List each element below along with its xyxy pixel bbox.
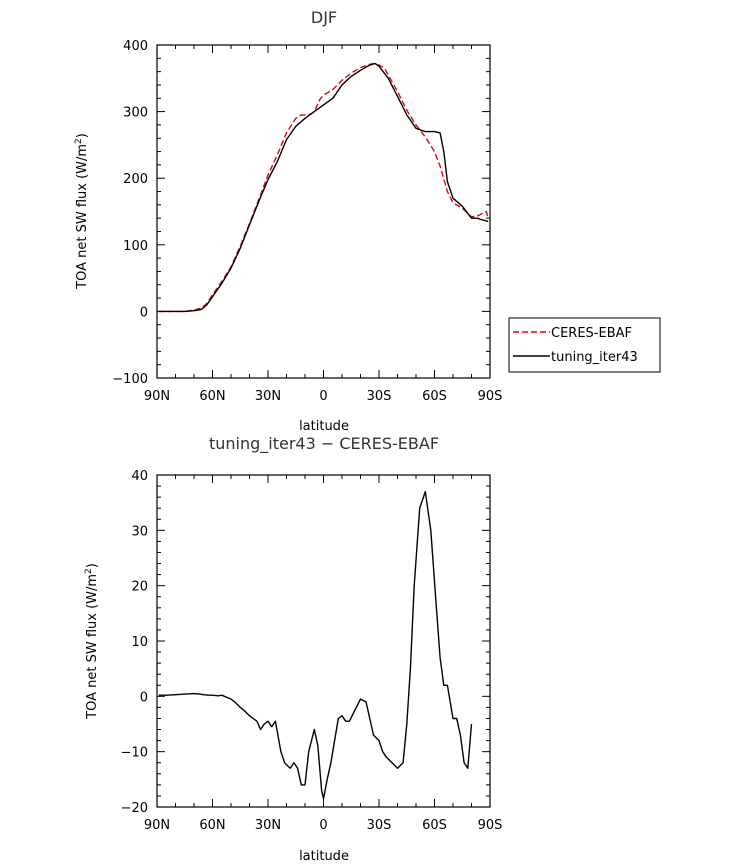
series-line-tuning-iter43-ceres-ebaf-diff [158, 490, 473, 800]
y-tick-label-diff-0: −20 [121, 801, 148, 816]
y-tick-label-diff-4: 20 [131, 580, 148, 595]
legend-box [508, 317, 661, 373]
series-line-ceres-ebaf-djf [158, 62, 489, 313]
y-tick-label-djf-0: −100 [112, 372, 148, 387]
chart-title-difference: tuning_iter43 − CERES-EBAF [209, 434, 439, 454]
legend: CERES-EBAF tuning_iter43 [508, 317, 661, 373]
x-tick-label-diff-90s: 90S [478, 818, 503, 833]
legend-label-tuning-iter43: tuning_iter43 [551, 350, 638, 365]
x-tick-label-diff-30s: 30S [367, 818, 392, 833]
y-tick-label-djf-2: 100 [123, 239, 148, 254]
series-lines-djf [158, 62, 489, 313]
y-tick-label-diff-3: 10 [131, 635, 148, 650]
chart-title-djf: DJF [311, 8, 337, 27]
x-tick-label-djf-60s: 60S [422, 389, 447, 404]
y-tick-label-diff-1: −10 [121, 746, 148, 761]
y-tick-label-diff-6: 40 [131, 469, 148, 484]
series-lines-difference [158, 490, 473, 800]
y-tick-label-djf-4: 300 [123, 106, 148, 121]
x-tick-label-djf-30s: 30S [367, 389, 392, 404]
x-tick-label-djf-90s: 90S [478, 389, 503, 404]
legend-label-ceres-ebaf: CERES-EBAF [551, 326, 632, 341]
x-tick-label-djf-0: 0 [319, 389, 327, 404]
y-tick-label-diff-5: 30 [131, 524, 148, 539]
y-tick-label-djf-1: 0 [140, 305, 148, 320]
axis-ticks-djf: 90N 60N 30N 0 30S 60S 90S −100 0 100 200 300 400 [112, 39, 502, 404]
plot-frame-djf [156, 44, 491, 379]
x-tick-label-diff-60s: 60S [422, 818, 447, 833]
x-tick-label-diff-30n: 30N [255, 818, 281, 833]
axis-ticks-difference: 90N 60N 30N 0 30S 60S 90S −20 −10 0 10 20 30 40 [121, 469, 503, 833]
y-axis-label-djf: TOA net SW flux (W/m2) [74, 133, 90, 290]
panel-difference: tuning_iter43 − CERES-EBAF 90N 60N 30N 0 30S… [84, 434, 502, 864]
x-tick-label-djf-60n: 60N [199, 389, 225, 404]
x-tick-label-diff-60n: 60N [199, 818, 225, 833]
x-axis-label-difference: latitude [299, 849, 349, 864]
x-tick-label-djf-90n: 90N [144, 389, 170, 404]
y-tick-label-djf-3: 200 [123, 172, 148, 187]
panel-djf: DJF 90N 60N 30N 0 30S 60S 90S −100 0 100 200 300 400… [74, 8, 661, 434]
x-tick-label-diff-90n: 90N [144, 818, 170, 833]
x-axis-label-djf: latitude [299, 419, 349, 434]
y-tick-label-djf-5: 400 [123, 39, 148, 54]
plot-frame-difference [156, 474, 491, 808]
x-tick-label-djf-30n: 30N [255, 389, 281, 404]
series-line-tuning-iter43-djf [158, 62, 489, 313]
x-tick-label-diff-0: 0 [319, 818, 327, 833]
y-axis-label-difference: TOA net SW flux (W/m2) [84, 563, 100, 720]
y-tick-label-diff-2: 0 [140, 690, 148, 705]
